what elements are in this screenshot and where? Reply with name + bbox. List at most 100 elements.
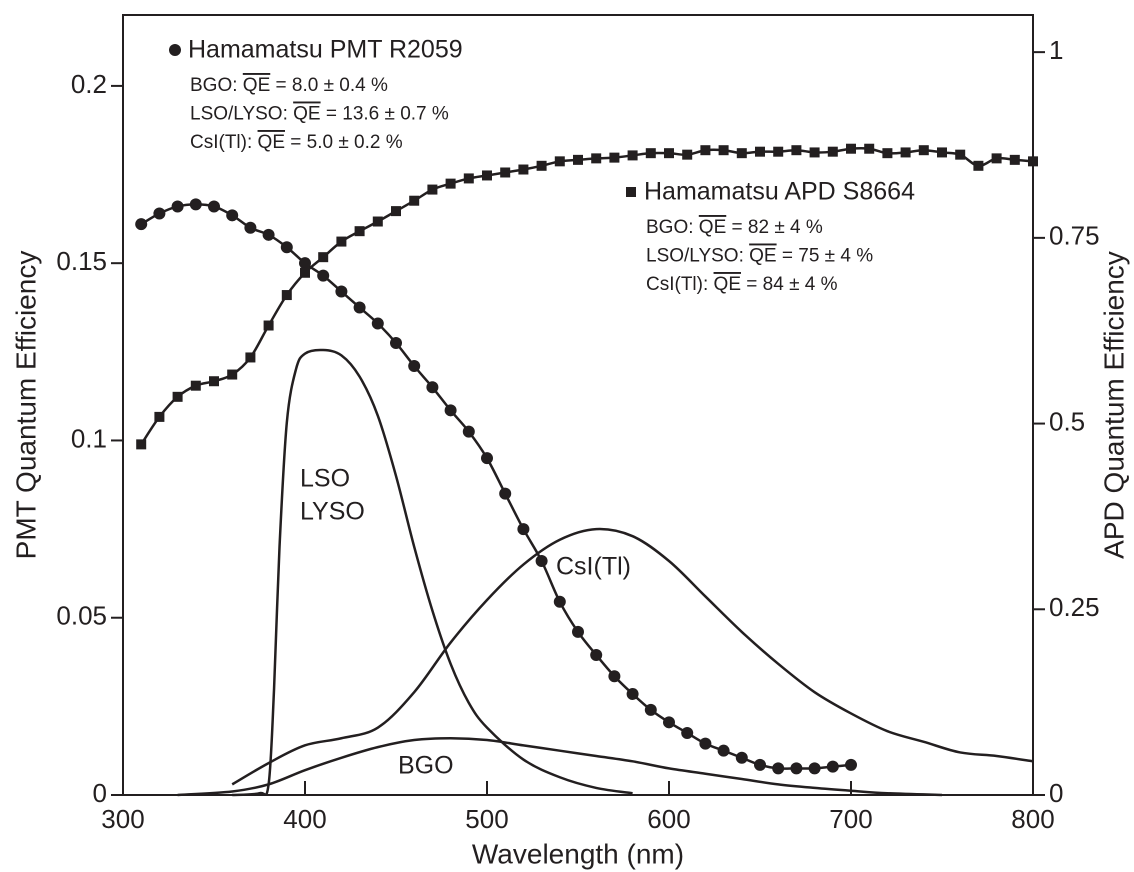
marker [626,687,639,700]
y2-axis-title: APD Quantum Efficiency [1098,251,1129,559]
x-tick-label: 600 [647,804,690,834]
marker [536,160,547,171]
marker [409,195,420,206]
note-label: BGO: [646,217,694,238]
marker [227,369,238,380]
series-line [232,348,633,797]
marker [408,360,421,372]
x-tick-label: 500 [465,804,508,834]
y-tick-label: 0.1 [71,423,107,453]
marker [154,411,165,422]
marker [463,173,474,184]
x-tick-label: 300 [101,804,144,834]
note-label: CsI(Tl): [190,132,252,153]
marker [262,228,275,241]
marker [300,267,310,278]
note-value: = 13.6 ± 0.7 % [326,104,449,125]
marker [772,762,785,775]
marker [826,760,839,773]
marker [190,380,201,391]
marker [791,145,802,156]
marker [317,269,330,282]
marker [245,352,256,363]
note-value: = 5.0 ± 0.2 % [290,132,402,153]
note-value: = 75 ± 4 % [782,246,873,267]
marker [846,143,856,154]
marker [554,156,565,167]
legend-label: Hamamatsu APD S8664 [644,178,915,206]
marker [499,487,512,500]
marker [700,145,711,156]
marker [590,648,603,661]
marker [773,146,784,157]
marker [790,762,803,775]
series-line [140,203,852,770]
marker [664,148,674,159]
curve-label: LSO [300,465,350,493]
marker [864,143,875,154]
marker [518,164,529,175]
y2-tick-label: 0.75 [1049,221,1100,251]
y-tick-label: 0 [93,778,107,808]
marker [226,209,239,222]
marker [645,148,656,159]
plot-frame [122,14,1034,796]
marker [135,218,148,231]
note-quantity: QE [293,104,320,125]
marker [755,146,765,157]
note: BGO: QE = 82 ± 4 % [646,217,823,238]
marker [609,152,620,163]
marker [371,317,384,330]
note-label: LSO/LYSO: [190,104,288,125]
note-quantity: QE [699,217,726,238]
marker [426,381,439,394]
marker [481,452,493,465]
marker [717,744,730,757]
curve-label: BGO [398,752,454,780]
marker [299,257,311,270]
y2-tick-label: 0.5 [1049,406,1085,436]
marker [1028,156,1038,167]
note-quantity: QE [258,132,285,153]
series-line [231,527,1034,786]
note: BGO: QE = 8.0 ± 0.4 % [190,75,388,96]
legend-marker [169,44,181,56]
y-tick-label: 0.15 [56,246,107,276]
marker [318,252,329,263]
marker [827,146,838,157]
marker [627,150,638,161]
marker [444,404,457,417]
note-quantity: QE [243,75,270,96]
marker [281,290,292,301]
marker [263,320,274,331]
y2-tick-label: 1 [1049,35,1063,65]
marker [353,301,366,314]
note: CsI(Tl): QE = 5.0 ± 0.2 % [190,132,403,153]
note: LSO/LYSO: QE = 13.6 ± 0.7 % [190,104,449,125]
marker [918,145,929,156]
marker [280,241,293,254]
legend-label: Hamamatsu PMT R2059 [188,36,463,64]
note: CsI(Tl): QE = 84 ± 4 % [646,274,838,295]
series-line [177,737,943,797]
note-quantity: QE [714,274,741,295]
y2-tick-label: 0.25 [1049,592,1100,622]
marker [573,154,583,165]
marker [390,336,402,349]
marker [591,153,602,164]
marker [482,170,492,181]
marker [882,148,893,159]
marker [500,167,511,178]
marker [572,625,584,638]
marker [209,376,219,387]
marker [955,149,966,160]
note: LSO/LYSO: QE = 75 ± 4 % [646,246,873,267]
marker [608,670,621,683]
note-label: BGO: [190,75,238,96]
marker [535,555,548,567]
marker [172,391,183,402]
marker [136,439,147,450]
marker [699,737,712,750]
marker [973,160,984,171]
